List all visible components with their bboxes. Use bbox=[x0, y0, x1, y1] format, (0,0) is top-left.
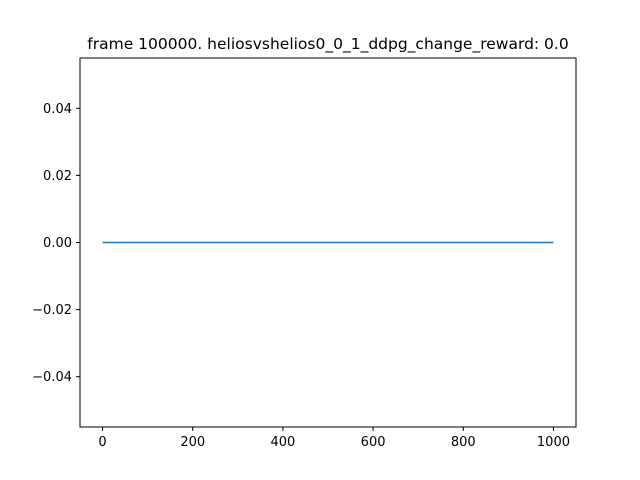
y-tick-label: −0.02 bbox=[32, 303, 72, 318]
y-tick-label: 0.04 bbox=[43, 102, 72, 117]
x-tick-label: 1000 bbox=[537, 435, 570, 450]
y-tick-label: 0.02 bbox=[43, 169, 72, 184]
plot-frame bbox=[79, 57, 577, 428]
x-tick-label: 800 bbox=[451, 435, 476, 450]
x-tick-label: 400 bbox=[270, 435, 295, 450]
x-tick-label: 0 bbox=[98, 435, 106, 450]
y-tick-label: −0.04 bbox=[32, 370, 72, 385]
x-axis: 0 200 400 600 800 1000 bbox=[98, 427, 570, 450]
x-tick-label: 600 bbox=[361, 435, 386, 450]
chart-title: frame 100000. heliosvshelios0_0_1_ddpg_c… bbox=[87, 35, 568, 54]
y-tick-label: 0.00 bbox=[43, 236, 72, 251]
x-tick-label: 200 bbox=[180, 435, 205, 450]
y-axis: 0.04 0.02 0.00 −0.02 −0.04 bbox=[32, 102, 80, 385]
